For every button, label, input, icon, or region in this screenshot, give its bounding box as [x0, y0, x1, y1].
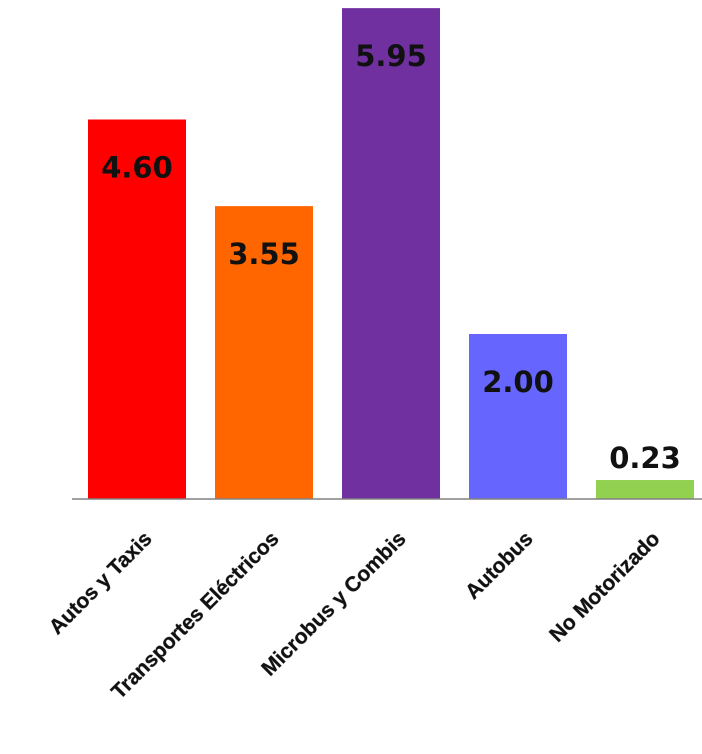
category-label-5: No Motorizado — [545, 527, 664, 646]
category-label-3: Microbus y Combis — [257, 527, 410, 680]
value-label-5: 0.23 — [609, 441, 681, 475]
value-label-2: 3.55 — [228, 237, 300, 271]
value-labels-group: 4.60 3.55 5.95 2.00 0.23 — [101, 39, 681, 475]
value-label-3: 5.95 — [355, 39, 427, 73]
bar-1 — [88, 119, 186, 499]
bars-group — [88, 8, 694, 499]
category-label-1: Autos y Taxis — [45, 527, 157, 639]
bar-2 — [215, 206, 313, 499]
bar-5 — [596, 480, 694, 499]
category-label-4: Autobus — [461, 527, 537, 603]
value-label-1: 4.60 — [101, 151, 173, 185]
bar-4 — [469, 334, 567, 499]
value-label-4: 2.00 — [482, 365, 554, 399]
bar-3 — [342, 8, 440, 499]
